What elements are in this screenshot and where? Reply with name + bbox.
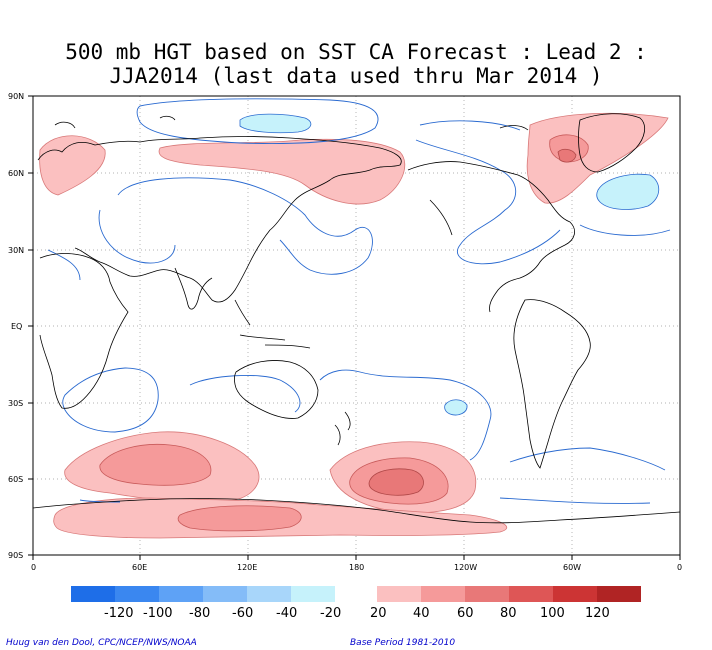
lon-label-120e: 120E bbox=[237, 563, 257, 572]
colorbar-label-120: 120 bbox=[585, 606, 610, 621]
longitude-labels: 0 60E 120E 180 120W 60W 0 bbox=[31, 563, 682, 572]
colorbar-label-20: 20 bbox=[370, 606, 387, 621]
colorbar-negative-swatches bbox=[71, 586, 335, 602]
colorbar-label-80: 80 bbox=[500, 606, 517, 621]
base-period-footer: Base Period 1981-2010 bbox=[350, 638, 456, 648]
colorbar-swatch-negative-6 bbox=[291, 586, 335, 602]
negative-contours bbox=[47, 98, 671, 504]
colorbar-label-40: 40 bbox=[413, 606, 430, 621]
lat-label-30n: 30N bbox=[8, 246, 24, 255]
map-content bbox=[33, 96, 680, 555]
lat-label-eq: EQ bbox=[11, 322, 22, 331]
longitude-ticks bbox=[32, 555, 681, 560]
lon-label-60e: 60E bbox=[132, 563, 147, 572]
colorbar-swatch-positive-3 bbox=[465, 586, 509, 602]
colorbar-label-100: 100 bbox=[540, 606, 565, 621]
colorbar-swatch-positive-1 bbox=[377, 586, 421, 602]
credit-footer: Huug van den Dool, CPC/NCEP/NWS/NOAA bbox=[6, 638, 197, 648]
colorbar-swatch-positive-2 bbox=[421, 586, 465, 602]
lon-label-0-west: 0 bbox=[31, 563, 36, 572]
colorbar-label-neg40: -40 bbox=[276, 606, 297, 621]
colorbar-label-neg120: -120 bbox=[104, 606, 134, 621]
lon-label-120w: 120W bbox=[454, 563, 477, 572]
colorbar-swatch-negative-2 bbox=[115, 586, 159, 602]
lat-label-90n: 90N bbox=[8, 92, 24, 101]
colorbar-swatch-positive-4 bbox=[509, 586, 553, 602]
colorbar-label-neg60: -60 bbox=[232, 606, 253, 621]
colorbar-label-neg20: -20 bbox=[320, 606, 341, 621]
colorbar-swatch-negative-1 bbox=[71, 586, 115, 602]
lat-label-60s: 60S bbox=[8, 475, 23, 484]
latitude-ticks bbox=[28, 95, 33, 556]
lat-label-30s: 30S bbox=[8, 399, 23, 408]
map-title-line-1: 500 mb HGT based on SST CA Forecast : Le… bbox=[65, 40, 647, 64]
colorbar-swatch-negative-3 bbox=[159, 586, 203, 602]
latitude-labels: 90N 60N 30N EQ 30S 60S 90S bbox=[8, 92, 24, 560]
colorbar-swatch-positive-6 bbox=[597, 586, 641, 602]
colorbar: -120 -100 -80 -60 -40 -20 20 40 60 80 10… bbox=[71, 586, 641, 621]
negative-anomaly-20 bbox=[239, 113, 660, 416]
colorbar-label-neg100: -100 bbox=[143, 606, 173, 621]
lon-label-60w: 60W bbox=[563, 563, 581, 572]
map-title-line-2: JJA2014 (last data used thru Mar 2014 ) bbox=[109, 64, 603, 88]
coastlines bbox=[33, 113, 680, 524]
colorbar-label-neg80: -80 bbox=[189, 606, 210, 621]
colorbar-swatch-negative-5 bbox=[247, 586, 291, 602]
lon-label-180: 180 bbox=[349, 563, 364, 572]
lon-label-0-east: 0 bbox=[677, 563, 682, 572]
positive-anomaly-60 bbox=[368, 148, 577, 496]
colorbar-swatch-negative-4 bbox=[203, 586, 247, 602]
colorbar-swatch-positive-5 bbox=[553, 586, 597, 602]
lat-label-60n: 60N bbox=[8, 169, 24, 178]
lat-label-90s: 90S bbox=[8, 551, 23, 560]
colorbar-positive-swatches bbox=[377, 586, 641, 602]
colorbar-label-60: 60 bbox=[457, 606, 474, 621]
